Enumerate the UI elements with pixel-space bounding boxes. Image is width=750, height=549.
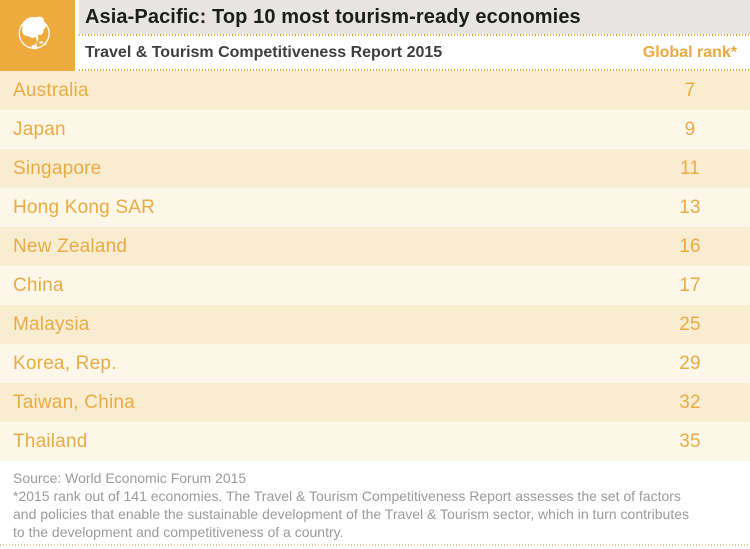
country-label: Malaysia xyxy=(13,313,90,335)
country-label: Australia xyxy=(13,79,89,101)
logo-tile xyxy=(0,0,75,71)
rank-value: 16 xyxy=(679,235,701,257)
rank-value: 9 xyxy=(684,118,696,140)
page-title: Asia-Pacific: Top 10 most tourism-ready … xyxy=(85,5,581,28)
table-row: Malaysia 25 xyxy=(0,305,750,344)
country-label: Thailand xyxy=(13,430,88,452)
country-label: Korea, Rep. xyxy=(13,352,117,374)
rank-value: 29 xyxy=(679,352,701,374)
title-band: Asia-Pacific: Top 10 most tourism-ready … xyxy=(79,0,750,34)
footer-divider xyxy=(0,544,750,546)
rank-value: 7 xyxy=(684,79,696,101)
table-row: Singapore 11 xyxy=(0,149,750,188)
header: Asia-Pacific: Top 10 most tourism-ready … xyxy=(0,0,750,71)
table-row: Australia 7 xyxy=(0,71,750,110)
country-label: Taiwan, China xyxy=(13,391,135,413)
globe-asia-icon xyxy=(12,6,64,65)
country-label: China xyxy=(13,274,64,296)
footer: Source: World Economic Forum 2015 *2015 … xyxy=(0,461,750,549)
report-subtitle: Travel & Tourism Competitiveness Report … xyxy=(85,43,443,61)
country-label: Singapore xyxy=(13,157,102,179)
header-text-area: Asia-Pacific: Top 10 most tourism-ready … xyxy=(79,0,750,71)
rank-value: 17 xyxy=(679,274,701,296)
table-row: Korea, Rep. 29 xyxy=(0,344,750,383)
footnote-line: and policies that enable the sustainable… xyxy=(13,506,690,522)
table-row: Hong Kong SAR 13 xyxy=(0,188,750,227)
rank-value: 25 xyxy=(679,313,701,335)
rank-value: 35 xyxy=(679,430,701,452)
header-divider-bottom xyxy=(79,69,750,71)
ranking-table: Australia 7 Japan 9 Singapore 11 Hong Ko… xyxy=(0,71,750,461)
table-row: Taiwan, China 32 xyxy=(0,383,750,422)
table-row: Thailand 35 xyxy=(0,422,750,461)
rank-value: 11 xyxy=(679,157,701,179)
table-row: Japan 9 xyxy=(0,110,750,149)
country-label: Japan xyxy=(13,118,66,140)
country-label: Hong Kong SAR xyxy=(13,196,156,218)
header-divider-top xyxy=(79,34,750,36)
rank-column-header: Global rank* xyxy=(642,43,737,61)
rank-value: 32 xyxy=(679,391,701,413)
footnote-line: *2015 rank out of 141 economies. The Tra… xyxy=(13,488,681,504)
source-text: Source: World Economic Forum 2015 xyxy=(13,470,247,486)
table-row: New Zealand 16 xyxy=(0,227,750,266)
subtitle-band: Travel & Tourism Competitiveness Report … xyxy=(79,36,750,69)
rank-value: 13 xyxy=(679,196,701,218)
table-row: China 17 xyxy=(0,266,750,305)
country-label: New Zealand xyxy=(13,235,128,257)
footnote-line: to the development and competitiveness o… xyxy=(13,524,344,540)
